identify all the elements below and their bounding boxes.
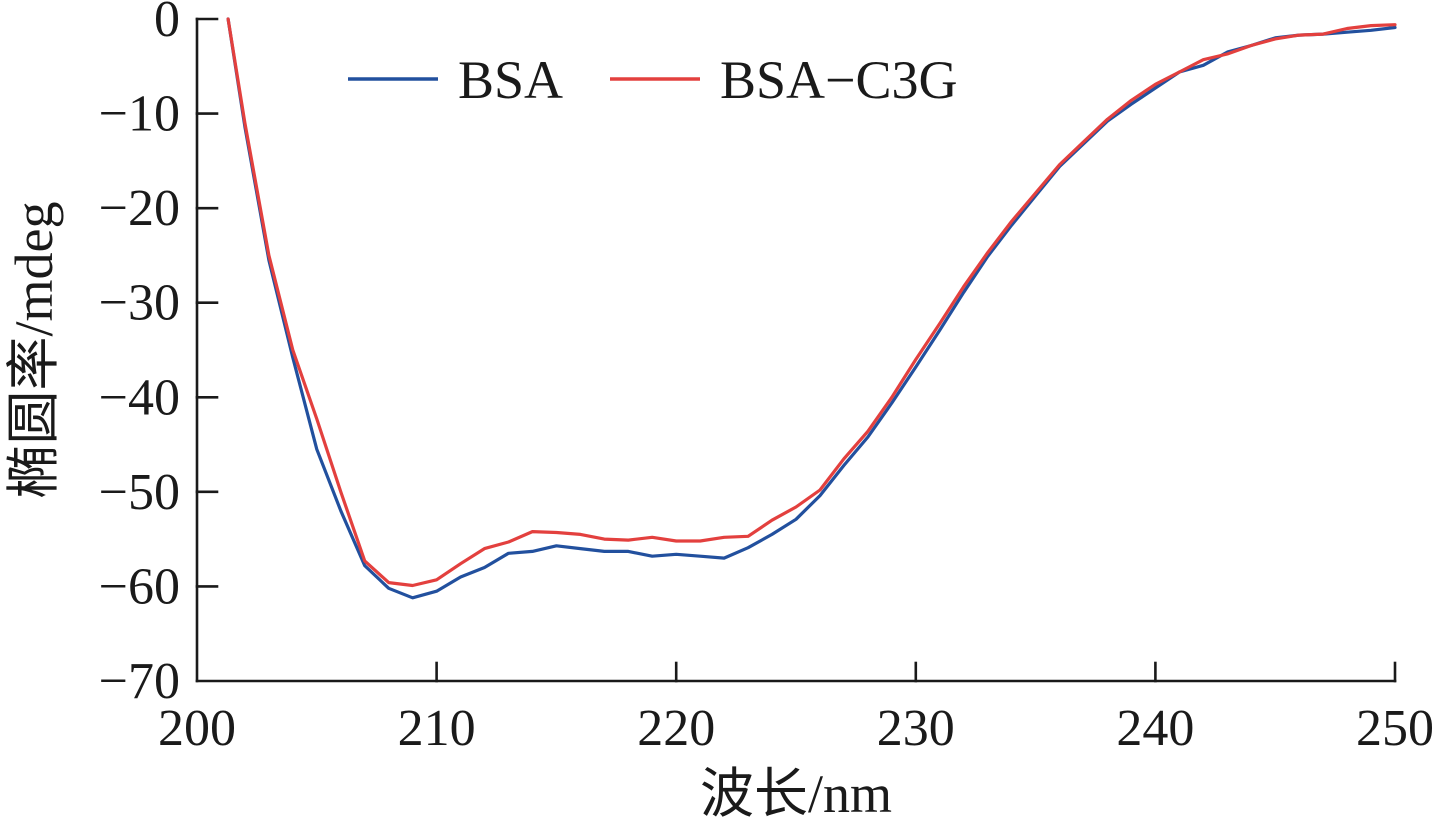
legend-item-bsa: BSA	[348, 50, 563, 110]
y-tick-label: −10	[99, 86, 180, 143]
y-ticks: 0 −10 −20 −30 −40 −50 −60 −70	[99, 0, 219, 710]
x-tick-label: 210	[398, 700, 476, 757]
x-tick-label: 220	[637, 700, 715, 757]
legend-item-bsa-c3g: BSA−C3G	[610, 50, 958, 110]
series-line-bsa	[226, 17, 1397, 600]
y-tick-label: −50	[99, 464, 180, 521]
x-ticks: 200 210 220 230 240 250	[158, 661, 1434, 757]
y-tick-label: −30	[99, 275, 180, 332]
x-tick-label: 240	[1116, 700, 1194, 757]
series-layer	[226, 17, 1397, 600]
x-tick-label: 250	[1356, 700, 1434, 757]
y-axis-label: 椭圆率/mdeg	[4, 202, 64, 499]
x-axis-label: 波长/nm	[700, 764, 892, 823]
axes	[195, 17, 1397, 683]
x-tick-label: 230	[877, 700, 955, 757]
legend: BSA BSA−C3G	[348, 50, 958, 110]
y-tick-label: −60	[99, 558, 180, 615]
y-tick-label: −20	[99, 180, 180, 237]
legend-label-bsa-c3g: BSA−C3G	[720, 50, 958, 110]
series-line-bsa-c3g	[226, 17, 1397, 588]
y-tick-label: 0	[154, 0, 180, 48]
y-tick-label: −40	[99, 369, 180, 426]
x-tick-label: 200	[158, 700, 236, 757]
legend-label-bsa: BSA	[458, 50, 563, 110]
y-tick-label: −70	[99, 653, 180, 710]
